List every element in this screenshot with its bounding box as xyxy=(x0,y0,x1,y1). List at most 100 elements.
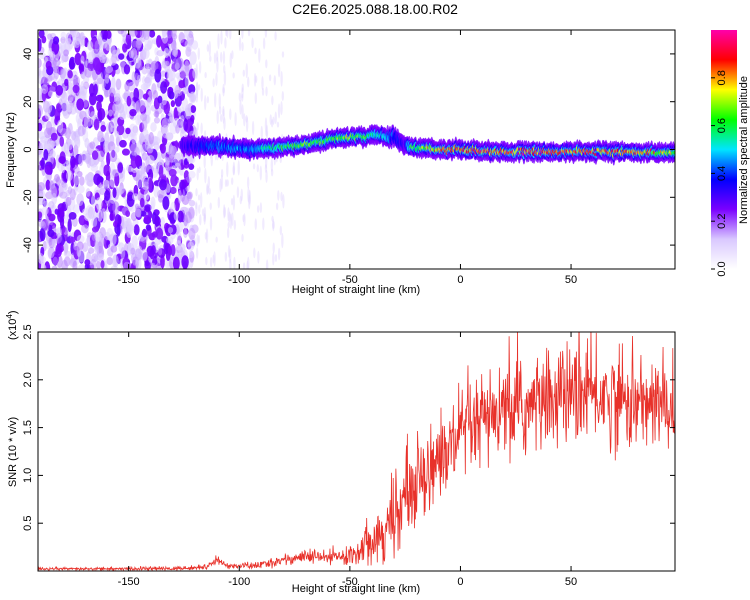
noise-mark xyxy=(145,59,150,70)
noise-mark xyxy=(149,69,156,77)
x-tick-label: 50 xyxy=(565,274,577,286)
noise-mark xyxy=(213,251,216,267)
noise-mark xyxy=(93,173,102,186)
noise-mark xyxy=(160,216,166,230)
noise-mark xyxy=(79,110,87,120)
noise-mark xyxy=(55,103,61,112)
noise-mark xyxy=(38,182,46,192)
noise-mark xyxy=(229,258,232,269)
noise-mark xyxy=(188,206,195,219)
noise-mark xyxy=(114,146,120,153)
noise-mark xyxy=(94,232,102,242)
noise-mark xyxy=(143,189,150,201)
y-tick-label: 40 xyxy=(22,48,34,60)
noise-mark xyxy=(200,87,203,102)
noise-mark xyxy=(206,183,209,196)
noise-mark xyxy=(71,70,78,79)
noise-mark xyxy=(67,141,73,151)
noise-mark xyxy=(274,31,277,41)
noise-mark xyxy=(154,68,162,83)
noise-mark xyxy=(213,92,217,108)
noise-mark xyxy=(156,50,165,57)
noise-mark xyxy=(229,213,233,230)
noise-mark xyxy=(195,92,199,103)
noise-mark xyxy=(40,264,47,269)
noise-mark xyxy=(188,170,196,179)
noise-mark xyxy=(252,163,256,170)
noise-mark xyxy=(42,219,50,232)
noise-mark xyxy=(210,152,213,167)
noise-mark xyxy=(149,248,155,260)
noise-mark xyxy=(139,30,145,38)
noise-mark xyxy=(49,180,54,191)
noise-mark xyxy=(51,238,57,249)
noise-mark xyxy=(45,179,51,191)
noise-mark xyxy=(198,166,201,174)
noise-mark xyxy=(48,247,55,259)
noise-mark xyxy=(161,91,168,106)
noise-mark xyxy=(241,87,244,99)
noise-mark xyxy=(144,204,152,212)
noise-mark xyxy=(195,202,198,217)
noise-mark xyxy=(49,51,56,61)
noise-mark xyxy=(150,60,159,71)
noise-mark xyxy=(241,233,244,242)
noise-mark xyxy=(133,224,140,236)
noise-mark xyxy=(91,215,98,228)
noise-mark xyxy=(215,50,219,63)
noise-mark xyxy=(73,39,81,49)
noise-mark xyxy=(131,193,139,201)
noise-mark xyxy=(274,111,277,125)
noise-mark xyxy=(195,247,199,259)
noise-mark xyxy=(78,62,85,75)
noise-mark xyxy=(247,76,250,88)
noise-mark xyxy=(119,139,127,148)
noise-mark xyxy=(72,260,78,269)
colorbar-ticks: 0.0 0.2 0.4 0.6 0.8 xyxy=(711,70,728,277)
noise-mark xyxy=(55,85,64,96)
noise-mark xyxy=(131,132,137,145)
noise-mark xyxy=(160,81,168,94)
noise-mark xyxy=(197,234,201,244)
snr-x-label: Height of straight line (km) xyxy=(292,583,420,595)
noise-mark xyxy=(281,233,284,249)
noise-mark xyxy=(88,83,95,97)
noise-mark xyxy=(203,154,206,169)
y-tick-label: -20 xyxy=(22,189,34,205)
snr-y-ticks: 0.5 1.0 1.5 2.0 2.5 xyxy=(22,324,675,531)
noise-mark xyxy=(47,90,54,98)
noise-mark xyxy=(262,217,265,231)
colorbar: 0.0 0.2 0.4 0.6 0.8 Normalized spectral ampl… xyxy=(711,30,750,277)
noise-mark xyxy=(42,100,51,113)
noise-mark xyxy=(106,227,114,241)
noise-mark xyxy=(271,215,274,222)
noise-mark xyxy=(197,194,201,201)
y-tick-label: 0 xyxy=(22,146,34,152)
noise-mark xyxy=(257,250,260,264)
noise-mark xyxy=(65,38,73,52)
y-tick-label: -40 xyxy=(22,237,34,253)
noise-mark xyxy=(259,165,262,181)
noise-mark xyxy=(277,103,281,119)
noise-mark xyxy=(85,237,91,251)
noise-mark xyxy=(106,152,111,166)
spectrogram-y-ticks: -40 -20 0 20 40 xyxy=(22,48,675,253)
noise-mark xyxy=(125,33,132,45)
noise-mark xyxy=(179,129,187,140)
noise-mark xyxy=(195,81,199,96)
noise-mark xyxy=(224,251,228,262)
noise-mark xyxy=(265,86,268,97)
noise-mark xyxy=(212,254,215,264)
noise-mark xyxy=(153,185,160,198)
noise-mark xyxy=(230,177,234,185)
noise-mark xyxy=(254,218,257,231)
noise-mark xyxy=(40,84,49,94)
noise-mark xyxy=(170,174,178,187)
noise-mark xyxy=(261,87,265,96)
noise-mark xyxy=(63,49,69,57)
noise-mark xyxy=(170,201,176,214)
noise-mark xyxy=(112,201,120,215)
noise-mark xyxy=(38,122,43,132)
noise-mark xyxy=(114,131,120,138)
